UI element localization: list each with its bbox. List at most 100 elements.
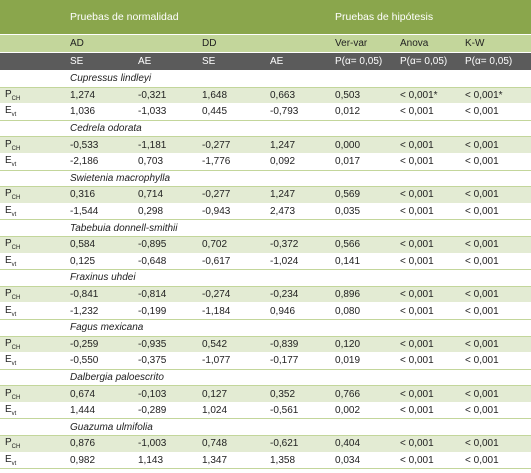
- value-cell: < 0,001: [460, 186, 531, 204]
- label-main: E: [5, 155, 12, 167]
- species-name: Fraxinus uhdei: [65, 269, 531, 287]
- test-header: K-W: [460, 34, 531, 53]
- value-cell: < 0,001: [460, 286, 531, 304]
- test-header: Ver-var: [330, 34, 396, 53]
- value-cell: < 0,001: [460, 302, 531, 320]
- value-cell: -0,648: [133, 253, 197, 271]
- blank: [0, 70, 65, 88]
- value-cell: 0,034: [330, 452, 396, 470]
- value-cell: < 0,001: [460, 435, 531, 453]
- label-sub: CH: [11, 95, 21, 102]
- subheader: P(α= 0,05): [395, 52, 461, 71]
- table-row: Pruebas de normalidad Pruebas de hipótesi…: [0, 0, 531, 35]
- label-sub: vt: [11, 460, 17, 467]
- table-row: PCH 0,316 0,714 -0,277 1,247 0,569 < 0,001 < 0,…: [0, 186, 531, 204]
- label-sub: CH: [11, 195, 21, 202]
- value-cell: < 0,001*: [395, 87, 461, 105]
- value-cell: -0,277: [197, 186, 265, 204]
- blank: [0, 219, 65, 237]
- label-sub: CH: [11, 295, 21, 302]
- value-cell: 0,012: [330, 103, 396, 121]
- test-header: Anova: [395, 34, 461, 53]
- label-main: E: [5, 354, 12, 366]
- table-row: PCH -0,533 -1,181 -0,277 1,247 0,000 < 0,001 < …: [0, 136, 531, 154]
- table-row: PCH 1,274 -0,321 1,648 0,663 0,503 < 0,001* < 0…: [0, 87, 531, 105]
- row-label: Evt: [0, 103, 65, 121]
- value-cell: < 0,001*: [460, 87, 531, 105]
- table-row: Evt 0,982 1,143 1,347 1,358 0,034 < 0,001 < 0,0…: [0, 452, 531, 470]
- value-cell: -0,550: [65, 352, 133, 370]
- table-row: Evt 0,125 -0,648 -0,617 -1,024 0,141 < 0,001 < …: [0, 253, 531, 271]
- value-cell: 0,125: [65, 253, 133, 271]
- table-row: Evt -0,550 -0,375 -1,077 -0,177 0,019 < 0,001 <…: [0, 352, 531, 370]
- blank: [0, 0, 65, 35]
- value-cell: 0,584: [65, 236, 133, 254]
- value-cell: -2,186: [65, 153, 133, 171]
- value-cell: -0,177: [265, 352, 331, 370]
- value-cell: < 0,001: [395, 253, 461, 271]
- value-cell: -0,895: [133, 236, 197, 254]
- value-cell: 0,674: [65, 385, 133, 403]
- label-main: E: [5, 304, 12, 316]
- table-row: Cedrela odorata: [0, 120, 531, 138]
- value-cell: 1,648: [197, 87, 265, 105]
- value-cell: 1,347: [197, 452, 265, 470]
- table-row: Swietenia macrophylla: [0, 170, 531, 188]
- value-cell: -0,621: [265, 435, 331, 453]
- value-cell: -0,375: [133, 352, 197, 370]
- species-name: Tabebuia donnell-smithii: [65, 219, 531, 237]
- subheader: AE: [133, 52, 197, 71]
- value-cell: 0,120: [330, 336, 396, 354]
- table-row: Fagus mexicana: [0, 319, 531, 337]
- table-row: SE AE SE AE P(α= 0,05) P(α= 0,05) P(α= 0,05): [0, 52, 531, 71]
- label-main: P: [5, 138, 12, 150]
- label-sub: CH: [11, 444, 21, 451]
- value-cell: -0,935: [133, 336, 197, 354]
- value-cell: < 0,001: [395, 153, 461, 171]
- group-header: Pruebas de hipótesis: [330, 0, 531, 35]
- label-sub: vt: [11, 411, 17, 418]
- value-cell: -0,234: [265, 286, 331, 304]
- value-cell: 0,092: [265, 153, 331, 171]
- label-main: P: [5, 88, 12, 100]
- species-name: Guazuma ulmifolia: [65, 418, 531, 437]
- row-label: PCH: [0, 286, 65, 304]
- value-cell: 1,024: [197, 402, 265, 420]
- value-cell: 0,019: [330, 352, 396, 370]
- value-cell: -1,003: [133, 435, 197, 453]
- value-cell: < 0,001: [395, 136, 461, 154]
- value-cell: -1,776: [197, 153, 265, 171]
- value-cell: < 0,001: [460, 336, 531, 354]
- value-cell: -0,199: [133, 302, 197, 320]
- label-sub: vt: [11, 361, 17, 368]
- label-sub: CH: [11, 245, 21, 252]
- value-cell: 0,896: [330, 286, 396, 304]
- value-cell: 1,274: [65, 87, 133, 105]
- subheader: P(α= 0,05): [460, 52, 531, 71]
- value-cell: 0,316: [65, 186, 133, 204]
- value-cell: < 0,001: [460, 103, 531, 121]
- label-main: P: [5, 387, 12, 399]
- test-header: AD: [65, 34, 197, 53]
- value-cell: -1,544: [65, 203, 133, 221]
- row-label: PCH: [0, 236, 65, 254]
- value-cell: < 0,001: [395, 103, 461, 121]
- value-cell: < 0,001: [395, 203, 461, 221]
- value-cell: 0,298: [133, 203, 197, 221]
- table-row: PCH 0,584 -0,895 0,702 -0,372 0,566 < 0,001 < 0…: [0, 236, 531, 254]
- label-main: P: [5, 337, 12, 349]
- value-cell: 0,748: [197, 435, 265, 453]
- label-main: P: [5, 437, 12, 449]
- value-cell: -0,839: [265, 336, 331, 354]
- species-name: Swietenia macrophylla: [65, 170, 531, 188]
- row-label: PCH: [0, 136, 65, 154]
- table-row: Dalbergia paloescrito: [0, 369, 531, 387]
- row-label: Evt: [0, 452, 65, 470]
- row-label: PCH: [0, 385, 65, 403]
- blank: [0, 52, 65, 71]
- value-cell: 0,566: [330, 236, 396, 254]
- value-cell: 0,766: [330, 385, 396, 403]
- value-cell: < 0,001: [460, 253, 531, 271]
- blank: [0, 120, 65, 138]
